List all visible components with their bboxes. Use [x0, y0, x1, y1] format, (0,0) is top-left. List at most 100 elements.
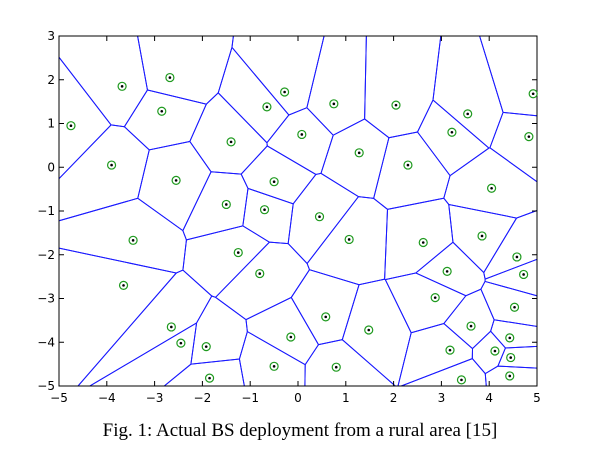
point-dot [493, 349, 497, 353]
voronoi-cell [483, 209, 538, 280]
voronoi-cell [432, 35, 504, 149]
point [477, 231, 487, 241]
point-dot [131, 239, 135, 242]
point-dot [168, 76, 172, 79]
point-ring [286, 332, 296, 342]
point [204, 373, 215, 383]
point [259, 205, 270, 215]
point-dot [347, 238, 351, 241]
point-dot [300, 133, 304, 136]
x-tick-label: 2 [390, 391, 398, 405]
caption: Fig. 1: Actual BS deployment from a rura… [103, 420, 498, 441]
point-dot [448, 348, 452, 352]
point [314, 212, 325, 222]
point-ring [509, 302, 520, 312]
voronoi-cell [182, 171, 249, 241]
x-tick-label: −5 [50, 391, 68, 405]
voronoi-cell [290, 269, 360, 346]
voronoi-cell [401, 358, 487, 387]
point [490, 346, 500, 356]
point-dot [318, 215, 321, 218]
voronoi-cell [266, 107, 334, 175]
point [269, 361, 279, 371]
point-dot [527, 135, 531, 138]
point-ring [486, 183, 497, 193]
point-dot [522, 273, 525, 276]
voronoi-cell [364, 35, 442, 139]
point-dot [509, 356, 513, 359]
voronoi-cell [397, 322, 474, 387]
voronoi-cell [58, 124, 150, 222]
point [364, 325, 374, 335]
point-dot [122, 284, 125, 287]
y-tick-label: 3 [47, 29, 55, 43]
point-dot [272, 180, 276, 183]
point [524, 132, 534, 142]
point-ring [204, 373, 215, 383]
point-ring [157, 106, 167, 116]
voronoi-cell [484, 258, 538, 297]
point [171, 175, 181, 185]
point-ring [466, 321, 476, 331]
plot-frame [58, 35, 538, 387]
point [505, 333, 515, 343]
point [280, 87, 290, 97]
point-dot [433, 296, 437, 299]
point-ring [269, 361, 279, 371]
voronoi-cell [240, 145, 317, 205]
point-dot [160, 109, 164, 113]
point-ring [329, 99, 339, 109]
point-dot [208, 376, 211, 380]
x-tick-label: −1 [241, 391, 259, 405]
point-ring [233, 247, 243, 258]
point [321, 312, 331, 322]
point-dot [450, 130, 454, 134]
point [106, 160, 117, 170]
point-ring [490, 346, 500, 356]
point [445, 345, 455, 355]
point-dot [289, 335, 293, 339]
point-ring [66, 121, 76, 131]
point-dot [469, 324, 473, 328]
voronoi-cell [489, 111, 538, 183]
point [391, 100, 401, 110]
point-dot [283, 90, 286, 94]
point-dot [258, 272, 262, 275]
voronoi-cell [384, 272, 467, 334]
point [286, 332, 296, 342]
point-ring [505, 333, 515, 343]
point-ring [403, 160, 413, 170]
point [201, 342, 211, 352]
y-tick-label: 0 [47, 160, 55, 174]
point-dot [179, 341, 183, 345]
point-ring [505, 371, 515, 381]
y-tick-label: 1 [47, 117, 55, 131]
voronoi-cell [76, 269, 213, 387]
point-ring [519, 269, 529, 280]
point [176, 338, 186, 348]
point-dot [421, 241, 425, 244]
point-ring [171, 175, 181, 185]
point [255, 268, 265, 279]
point-ring [321, 312, 331, 322]
voronoi-cell [320, 118, 390, 199]
point-ring [506, 352, 516, 363]
point [118, 280, 129, 290]
point-dot [515, 255, 519, 259]
point-ring [165, 72, 175, 83]
point [329, 99, 339, 109]
point-dot [406, 163, 410, 167]
point-ring [226, 137, 236, 147]
voronoi-cell [189, 92, 268, 175]
point-ring [255, 268, 265, 279]
voronoi-cell [497, 345, 538, 369]
point [486, 183, 497, 193]
point-dot [332, 102, 336, 106]
y-tick-label: −1 [37, 204, 55, 218]
point [157, 106, 167, 116]
point [430, 293, 440, 303]
point [226, 137, 236, 147]
point-dot [236, 251, 240, 254]
point-ring [445, 345, 455, 355]
